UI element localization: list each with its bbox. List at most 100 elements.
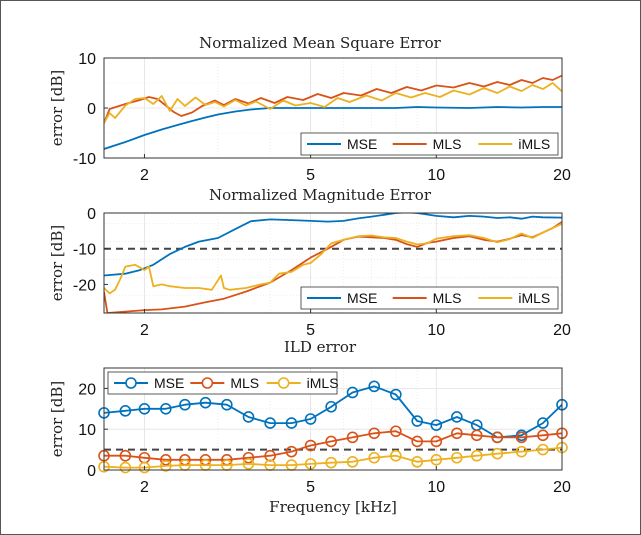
data-point-mse [368,380,381,393]
data-point-mls [325,435,337,448]
data-point-mse [411,415,424,427]
data-point-imls [491,447,504,460]
data-point-mls [242,451,255,464]
y-tick-label: 10 [78,51,96,68]
series-line-imls [104,446,562,469]
legend-box [300,286,559,310]
series-layer [98,380,568,474]
panel-ild: ILD error 0 10 20 2 5 10 20 error [dB] Freque… [48,338,571,516]
y-tick-label: 0 [87,206,96,223]
x-tick-label: 20 [553,479,571,496]
data-point-mls [537,429,549,442]
data-point-mse [264,417,276,429]
x-tick-label: 2 [140,322,149,339]
x-tick-label: 10 [427,322,445,339]
data-point-imls [325,456,337,469]
data-point-mls [368,427,381,440]
data-point-mls [285,445,298,458]
x-ticks: 2 5 10 20 [140,466,571,496]
y-tick-label: -20 [73,277,96,294]
data-point-imls [119,461,132,474]
series-layer [104,213,562,313]
x-tick-label: 2 [140,167,149,184]
legend-label-mls: MLS [230,375,259,391]
legend-label-mse: MSE [154,375,184,391]
legend-box [300,132,559,156]
x-ticks: 2 5 10 20 [140,309,571,339]
data-point-imls [390,449,402,462]
legend-label-mls: MLS [433,136,462,152]
panel-mse: Normalized Mean Square Error -10 0 10 2 5 10… [48,34,571,184]
panel-title: Normalized Mean Square Error [199,34,441,52]
y-tick-label: 0 [87,463,96,480]
data-point-mse [304,413,317,425]
x-tick-label: 20 [553,322,571,339]
legend: MSE MLS iMLS [107,371,339,395]
legend-marker-mls [201,377,214,389]
panel-magnitude: Normalized Magnitude Error -20-100 2 5 10 2… [48,186,571,339]
x-tick-label: 10 [427,479,445,496]
y-tick-label: 20 [78,381,96,398]
legend: MSE MLS iMLS [300,286,559,310]
data-point-mls [515,431,528,444]
y-axis-label: error [dB] [48,70,66,147]
x-tick-label: 20 [553,167,571,184]
legend-label-mse: MSE [347,136,377,152]
data-point-mls [119,449,132,462]
data-point-mls [470,429,483,442]
data-point-imls [515,445,528,458]
y-axis-label: error [dB] [48,381,66,458]
series-line-mls [104,430,562,461]
x-ticks: 2 5 10 20 [140,154,571,184]
panel-title: ILD error [284,338,357,356]
data-point-mse [242,411,255,423]
legend: MSE MLS iMLS [300,132,559,156]
panel-title: Normalized Magnitude Error [209,186,432,204]
data-point-imls [368,451,381,464]
y-ticks: -20 -10 0 [73,206,108,294]
data-point-mls [160,453,172,466]
data-point-mls [390,425,402,438]
y-tick-label: -10 [73,151,96,168]
y-axis-label: error [dB] [48,225,66,302]
data-point-mse [138,402,151,415]
x-tick-label: 5 [306,167,315,184]
data-point-mls [411,435,424,448]
x-tick-label: 5 [306,322,315,339]
data-point-mls [346,431,359,444]
data-point-mls [451,427,463,440]
series-line-mse [104,385,562,439]
legend-marker-imls [277,377,290,389]
data-point-imls [430,453,443,466]
series-line-mls [104,74,562,124]
data-point-mls [430,435,443,448]
legend-label-imls: iMLS [518,290,550,306]
data-point-imls [138,461,151,474]
data-point-mse [325,400,337,413]
data-point-mse [451,411,463,423]
data-point-mls [491,431,504,444]
series-layer [104,74,562,150]
x-tick-label: 5 [306,479,315,496]
data-point-mse [285,417,298,429]
data-point-imls [346,456,359,468]
legend-label-imls: iMLS [307,375,339,391]
data-point-mse [537,417,549,429]
y-tick-label: -10 [73,242,96,259]
series-line-mse [104,213,562,277]
data-point-mse [346,386,359,399]
data-point-mse [199,396,212,409]
data-point-mse [430,419,443,431]
y-tick-label: 10 [78,422,96,439]
data-point-mse [390,388,402,401]
x-tick-label: 2 [140,479,149,496]
legend-label-mse: MSE [347,290,377,306]
plot-area [103,212,563,314]
data-point-mse [119,405,132,417]
data-point-imls [470,449,483,462]
data-point-imls [451,451,463,464]
legend-label-mls: MLS [433,290,462,306]
legend-marker-mse [125,377,137,389]
data-point-imls [160,460,172,472]
